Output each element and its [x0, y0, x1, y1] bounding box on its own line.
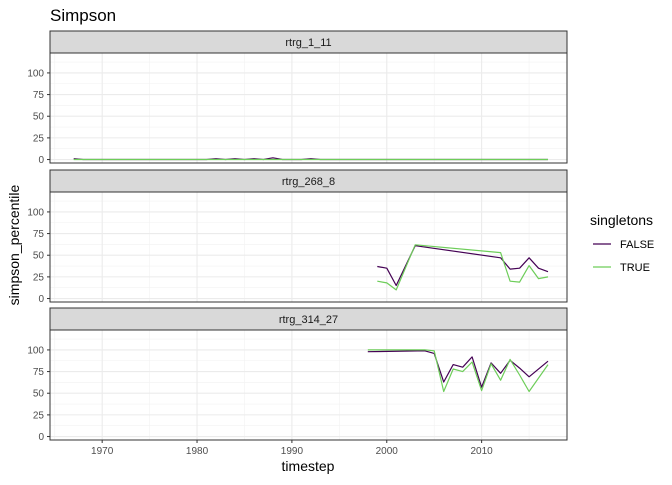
x-axis-label: timestep [282, 458, 335, 474]
x-axis: 1970 1980 1990 2000 2010 [91, 440, 493, 457]
y-tick-label: 50 [33, 389, 45, 400]
x-tick-label: 1990 [281, 446, 304, 457]
x-tick-label: 1980 [186, 446, 209, 457]
y-tick-label: 50 [33, 251, 45, 262]
y-tick-label: 25 [33, 133, 45, 144]
facet-panel: rtrg_268_8 0 25 50 75 100 [27, 169, 568, 305]
facet-strip-label: rtrg_268_8 [282, 176, 335, 188]
facet-panel: rtrg_1_11 0 25 50 75 100 [27, 30, 568, 166]
y-tick-label: 100 [27, 68, 44, 79]
y-tick-label: 100 [27, 345, 44, 356]
panel-background [50, 53, 567, 163]
facet-strip-label: rtrg_1_11 [285, 37, 331, 49]
y-tick-label: 0 [38, 155, 44, 166]
x-tick-label: 1970 [91, 446, 114, 457]
legend-label-false: FALSE [620, 239, 654, 251]
legend-label-true: TRUE [620, 262, 650, 274]
series-line-true [367, 349, 549, 393]
x-tick-label: 2010 [470, 446, 493, 457]
panel-background [50, 192, 567, 302]
y-axis-label: simpson_percentile [6, 184, 22, 305]
y-tick-label: 50 [33, 112, 45, 123]
series-line-true [377, 244, 549, 291]
y-tick-label: 25 [33, 272, 45, 283]
panel-border [49, 329, 568, 441]
legend-title: singletons [590, 212, 653, 228]
y-tick-label: 25 [33, 410, 45, 421]
legend: singletons FALSE TRUE [590, 212, 654, 274]
x-tick-label: 2000 [376, 446, 399, 457]
facet-panel: rtrg_314_27 0 25 50 75 100 [27, 307, 568, 443]
y-tick-label: 0 [38, 432, 44, 443]
y-tick-label: 75 [33, 229, 45, 240]
panel-background [50, 330, 567, 440]
chart-title: Simpson [50, 6, 116, 25]
y-tick-label: 0 [38, 294, 44, 305]
facet-strip-label: rtrg_314_27 [279, 314, 338, 326]
panel-border [49, 52, 568, 164]
y-tick-label: 75 [33, 90, 45, 101]
series-line-false [377, 245, 549, 287]
y-tick-label: 75 [33, 367, 45, 378]
panel-border [49, 191, 568, 303]
panels-group: rtrg_1_110255075100rtrg_268_80255075100r… [27, 30, 568, 443]
y-tick-label: 100 [27, 207, 44, 218]
